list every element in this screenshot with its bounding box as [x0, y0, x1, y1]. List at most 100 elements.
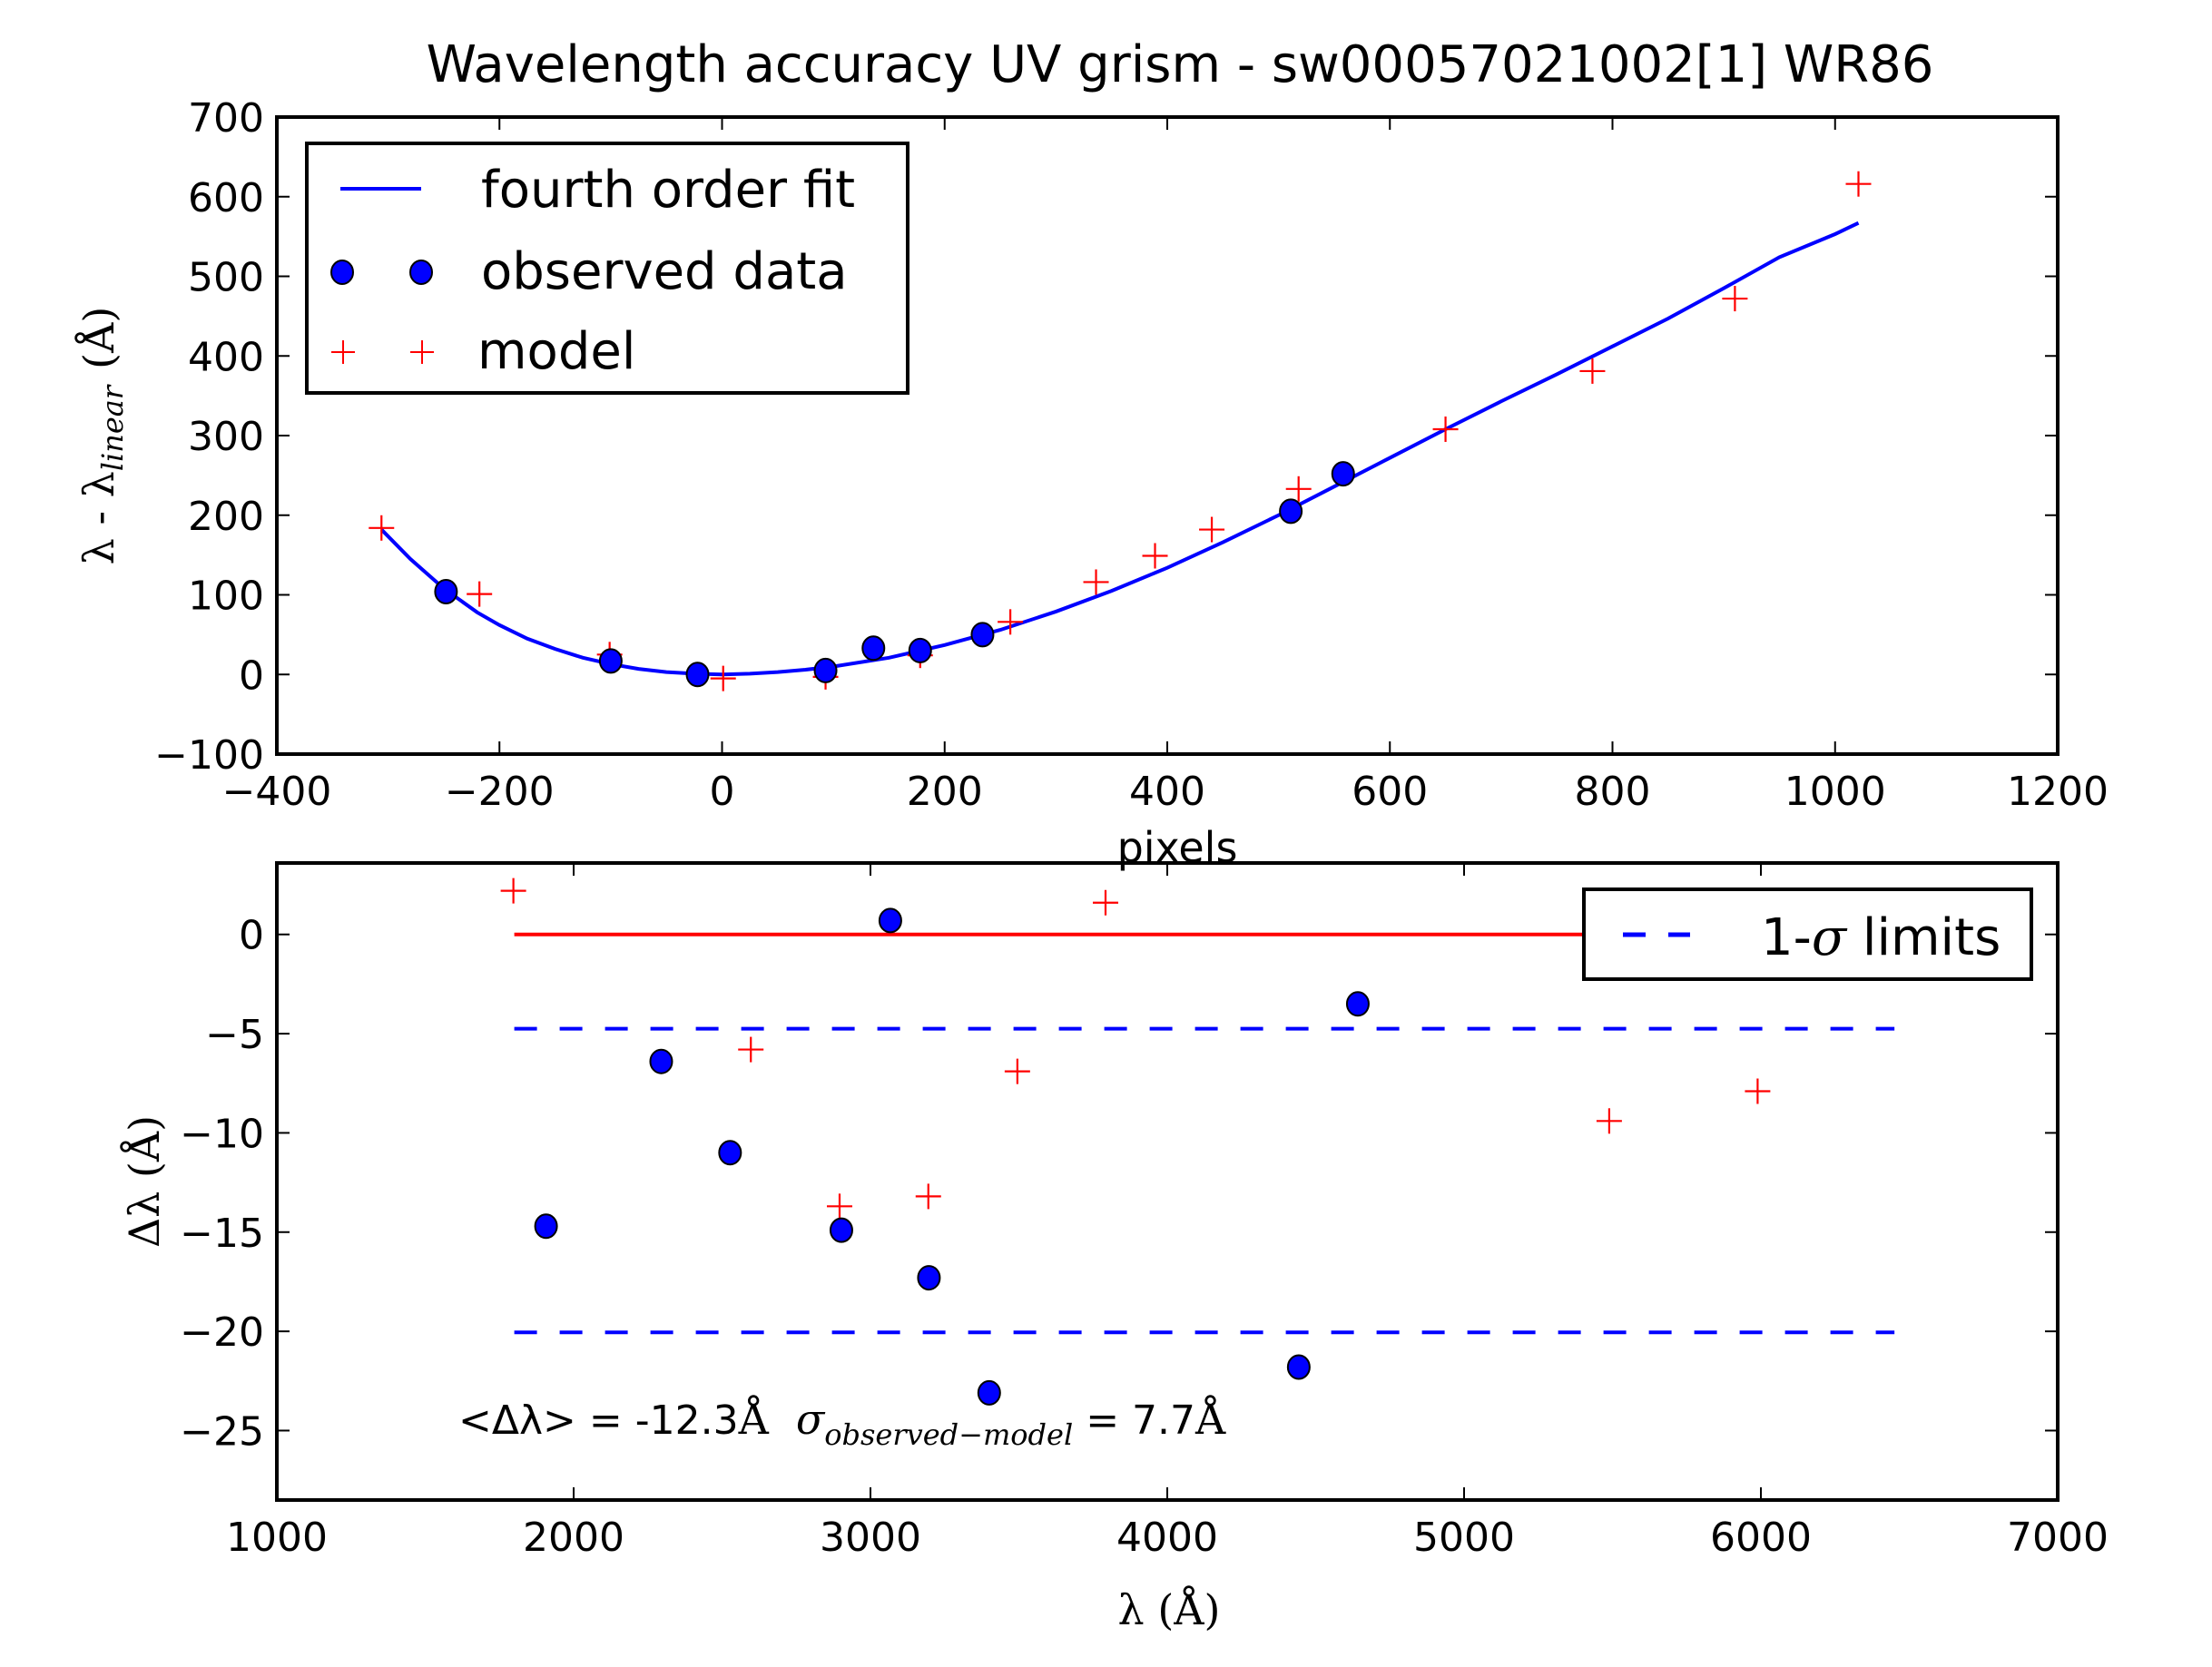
observed-residual-point — [1345, 991, 1370, 1017]
y-label-unit: (Å) — [74, 307, 123, 369]
observed-data-point — [685, 662, 710, 688]
model-residual-point — [915, 1183, 941, 1210]
y-tick-label: 0 — [239, 652, 264, 699]
bottom-y-ticks: −25 −20 −15 −10 −5 0 — [180, 913, 2058, 1455]
y-tick-label: 300 — [188, 414, 264, 460]
top-legend-frame — [305, 142, 909, 395]
x-tick-label: −200 — [445, 769, 555, 815]
top-panel: −400 −200 0 200 400 600 800 1000 1200 −100 0 100 20… — [74, 95, 2109, 872]
observed-data-point — [598, 648, 623, 674]
x-tick-label: 6000 — [1710, 1515, 1812, 1561]
sigma-subscript: observed−model — [824, 1417, 1073, 1452]
model-point — [369, 515, 395, 541]
sigma-unit: Å — [1194, 1394, 1226, 1444]
observed-markers-layer — [434, 461, 1355, 688]
observed-data-point — [813, 657, 838, 683]
bottom-x-ticks: 1000 2000 3000 4000 5000 6000 7000 — [226, 863, 2109, 1561]
model-residual-point — [1745, 1078, 1771, 1104]
model-point — [1432, 416, 1459, 442]
mean-value: -12.3 — [635, 1397, 739, 1444]
model-markers-layer — [500, 878, 1771, 1220]
model-point — [467, 581, 493, 607]
observed-data-point — [434, 578, 458, 604]
top-y-ticks: −100 0 100 200 300 400 500 600 700 — [154, 95, 2058, 779]
model-point — [1722, 286, 1748, 312]
y-tick-label: 600 — [188, 175, 264, 221]
legend-model-plus-icon — [331, 340, 434, 364]
x-tick-label: 3000 — [820, 1515, 921, 1561]
observed-residual-point — [718, 1140, 742, 1166]
legend-sigma-symbol: σ — [1812, 908, 1848, 967]
observed-data-point — [1331, 461, 1355, 487]
y-tick-label: 400 — [188, 334, 264, 380]
x-tick-label: 400 — [1129, 769, 1205, 815]
observed-residual-point — [878, 907, 902, 934]
x-tick-label: −400 — [222, 769, 332, 815]
y-label-subscript: linear — [95, 384, 130, 471]
x-tick-label: 5000 — [1413, 1515, 1515, 1561]
y-tick-label: 200 — [188, 494, 264, 540]
top-legend: fourth order fit observed data model — [305, 142, 909, 395]
legend-model-label: model — [477, 322, 635, 381]
y-label-main: λ - λ — [74, 471, 123, 564]
y-tick-label: −100 — [154, 732, 264, 779]
stats-annotation: <Δλ> = -12.3Å σobserved−model = 7.7Å — [458, 1394, 1226, 1452]
x-tick-label: 0 — [710, 769, 735, 815]
sigma-equals: = — [1073, 1397, 1132, 1444]
mean-prefix: <Δλ> = — [458, 1397, 635, 1444]
x-tick-label: 800 — [1575, 769, 1651, 815]
observed-data-point — [1279, 498, 1303, 525]
bottom-panel: 1000 2000 3000 4000 5000 6000 7000 −25 −20 −15 −1… — [119, 861, 2109, 1634]
x-tick-label: 2000 — [523, 1515, 624, 1561]
sigma-symbol: σ — [796, 1395, 826, 1444]
top-y-axis-label: λ - λlinear (Å) — [74, 307, 130, 565]
x-tick-label: 1000 — [1784, 769, 1886, 815]
bottom-legend-frame — [1582, 887, 2033, 981]
model-point — [1579, 358, 1606, 384]
bottom-y-axis-label: Δλ (Å) — [119, 1115, 169, 1248]
model-residual-point — [1092, 889, 1118, 916]
x-tick-label: 600 — [1352, 769, 1428, 815]
bottom-y-label-text: Δλ (Å) — [119, 1115, 169, 1248]
legend-observed-circle-icon — [409, 260, 433, 285]
y-tick-label: 500 — [188, 255, 264, 301]
model-point — [1285, 476, 1312, 502]
model-residual-point — [1004, 1058, 1030, 1084]
bottom-x-axis-label: λ (Å) — [1118, 1584, 1221, 1634]
svg-text:λ - λlinear(Å): λ - λlinear (Å) — [74, 307, 130, 565]
observed-residual-point — [649, 1048, 673, 1074]
sigma-value: 7.7 — [1132, 1397, 1195, 1444]
y-tick-label: −25 — [180, 1408, 264, 1455]
observed-residual-point — [829, 1217, 853, 1243]
model-point — [1083, 569, 1109, 595]
model-point — [710, 665, 736, 691]
model-point — [1199, 516, 1225, 543]
legend-sigma-label: 1-σ limits — [1761, 908, 2001, 967]
y-tick-label: 0 — [239, 913, 264, 959]
legend-observed-circle-icon — [330, 260, 354, 285]
model-point — [998, 609, 1024, 635]
figure-title: Wavelength accuracy UV grism - sw0005702… — [427, 35, 1934, 94]
observed-residual-point — [977, 1379, 1001, 1406]
model-point — [1845, 171, 1872, 197]
model-residual-point — [826, 1193, 852, 1220]
top-x-ticks: −400 −200 0 200 400 600 800 1000 1200 — [222, 117, 2109, 815]
observed-markers-layer — [534, 907, 1370, 1406]
y-tick-label: 700 — [188, 95, 264, 142]
mean-unit: Å — [738, 1394, 770, 1444]
model-residual-point — [738, 1036, 764, 1063]
observed-data-point — [861, 635, 886, 662]
model-residual-point — [500, 878, 526, 904]
y-tick-label: −5 — [205, 1012, 264, 1058]
observed-residual-point — [1286, 1354, 1311, 1380]
observed-data-point — [908, 637, 932, 663]
x-tick-label: 200 — [907, 769, 983, 815]
y-tick-label: −15 — [180, 1211, 264, 1257]
x-tick-label: 1000 — [226, 1515, 328, 1561]
observed-data-point — [970, 622, 995, 648]
x-tick-label: 4000 — [1116, 1515, 1218, 1561]
legend-observed-label: observed data — [481, 242, 848, 301]
y-tick-label: 100 — [188, 574, 264, 620]
model-point — [1142, 543, 1168, 569]
